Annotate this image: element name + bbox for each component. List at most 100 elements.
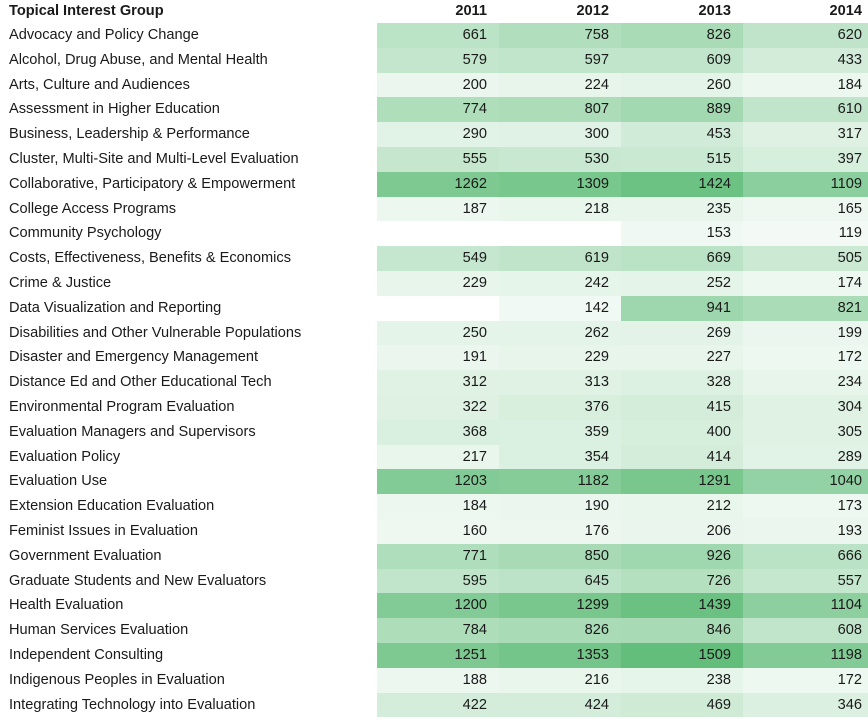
heat-cell[interactable]: 433 bbox=[743, 47, 868, 73]
heat-cell[interactable]: 218 bbox=[499, 196, 621, 222]
heat-cell[interactable]: 160 bbox=[377, 518, 499, 544]
row-label[interactable]: Collaborative, Participatory & Empowerme… bbox=[9, 175, 296, 192]
heat-cell[interactable]: 422 bbox=[377, 692, 499, 718]
heat-cell[interactable] bbox=[377, 296, 499, 321]
heat-cell[interactable]: 758 bbox=[499, 23, 621, 48]
heat-cell[interactable]: 174 bbox=[743, 270, 868, 296]
row-label[interactable]: Government Evaluation bbox=[9, 547, 162, 564]
row-label[interactable]: Evaluation Policy bbox=[9, 448, 121, 465]
heat-cell[interactable]: 889 bbox=[621, 97, 743, 123]
heat-cell[interactable]: 846 bbox=[621, 618, 743, 643]
heat-cell[interactable]: 359 bbox=[499, 419, 621, 445]
heat-cell[interactable]: 1040 bbox=[743, 469, 868, 495]
heat-cell[interactable]: 199 bbox=[743, 320, 868, 346]
row-label[interactable]: Extension Education Evaluation bbox=[9, 498, 215, 515]
heat-cell[interactable]: 317 bbox=[743, 122, 868, 147]
heat-cell[interactable]: 300 bbox=[499, 122, 621, 147]
heat-cell[interactable]: 1200 bbox=[377, 593, 499, 619]
heat-cell[interactable]: 1299 bbox=[499, 593, 621, 619]
heat-cell[interactable]: 784 bbox=[377, 618, 499, 643]
heat-cell[interactable]: 579 bbox=[377, 47, 499, 73]
heat-cell[interactable]: 368 bbox=[377, 419, 499, 445]
heat-cell[interactable]: 1251 bbox=[377, 642, 499, 668]
heat-cell[interactable]: 190 bbox=[499, 494, 621, 519]
heat-cell[interactable]: 1104 bbox=[743, 593, 868, 619]
heat-cell[interactable]: 322 bbox=[377, 394, 499, 420]
heat-cell[interactable]: 184 bbox=[743, 72, 868, 98]
heat-cell[interactable]: 400 bbox=[621, 419, 743, 445]
heat-cell[interactable]: 1509 bbox=[621, 642, 743, 668]
heat-cell[interactable]: 619 bbox=[499, 246, 621, 271]
heat-cell[interactable]: 187 bbox=[377, 196, 499, 222]
row-label[interactable]: Community Psychology bbox=[9, 225, 162, 242]
heat-cell[interactable]: 1203 bbox=[377, 469, 499, 495]
heat-cell[interactable]: 212 bbox=[621, 494, 743, 519]
heat-cell[interactable]: 176 bbox=[499, 518, 621, 544]
row-label[interactable]: Alcohol, Drug Abuse, and Mental Health bbox=[9, 51, 268, 68]
heat-cell[interactable]: 1109 bbox=[743, 171, 868, 197]
row-label[interactable]: Advocacy and Policy Change bbox=[9, 27, 199, 43]
column-header-group[interactable]: Topical Interest Group bbox=[9, 3, 164, 19]
heat-cell[interactable]: 290 bbox=[377, 122, 499, 147]
heat-cell[interactable]: 726 bbox=[621, 568, 743, 594]
row-label[interactable]: Evaluation Use bbox=[9, 473, 108, 490]
heat-cell[interactable]: 188 bbox=[377, 667, 499, 693]
heat-cell[interactable]: 850 bbox=[499, 543, 621, 569]
heat-cell[interactable]: 397 bbox=[743, 146, 868, 172]
row-label[interactable]: Business, Leadership & Performance bbox=[9, 126, 250, 143]
heat-cell[interactable] bbox=[499, 221, 621, 246]
heat-cell[interactable]: 346 bbox=[743, 692, 868, 718]
row-label[interactable]: Indigenous Peoples in Evaluation bbox=[9, 671, 225, 688]
heat-cell[interactable]: 184 bbox=[377, 494, 499, 519]
heat-cell[interactable]: 515 bbox=[621, 146, 743, 172]
heat-cell[interactable]: 234 bbox=[743, 370, 868, 395]
heat-cell[interactable]: 453 bbox=[621, 122, 743, 147]
column-header-year[interactable]: 2013 bbox=[698, 3, 731, 19]
row-label[interactable]: Distance Ed and Other Educational Tech bbox=[9, 374, 272, 391]
heat-cell[interactable]: 1353 bbox=[499, 642, 621, 668]
heat-cell[interactable]: 414 bbox=[621, 444, 743, 470]
heat-cell[interactable]: 597 bbox=[499, 47, 621, 73]
heat-cell[interactable]: 153 bbox=[621, 221, 743, 247]
column-header-year[interactable]: 2014 bbox=[829, 3, 862, 19]
heat-cell[interactable]: 645 bbox=[499, 568, 621, 594]
heat-cell[interactable]: 1262 bbox=[377, 171, 499, 197]
row-label[interactable]: College Access Programs bbox=[9, 200, 177, 217]
heat-cell[interactable]: 191 bbox=[377, 345, 499, 371]
row-label[interactable]: Disabilities and Other Vulnerable Popula… bbox=[9, 324, 302, 341]
row-label[interactable]: Arts, Culture and Audiences bbox=[9, 76, 190, 93]
row-label[interactable]: Environmental Program Evaluation bbox=[9, 398, 235, 415]
row-label[interactable]: Graduate Students and New Evaluators bbox=[9, 572, 267, 589]
heat-cell[interactable]: 469 bbox=[621, 692, 743, 718]
heat-cell[interactable]: 200 bbox=[377, 72, 499, 98]
heat-cell[interactable]: 224 bbox=[499, 72, 621, 98]
heat-cell[interactable]: 269 bbox=[621, 320, 743, 346]
heat-cell[interactable]: 821 bbox=[743, 295, 868, 321]
heat-cell[interactable]: 415 bbox=[621, 394, 743, 420]
heat-cell[interactable]: 193 bbox=[743, 518, 868, 544]
heat-cell[interactable]: 305 bbox=[743, 419, 868, 445]
row-label[interactable]: Cluster, Multi-Site and Multi-Level Eval… bbox=[9, 150, 299, 167]
heat-cell[interactable]: 1424 bbox=[621, 171, 743, 197]
heat-cell[interactable]: 304 bbox=[743, 394, 868, 420]
heat-cell[interactable]: 216 bbox=[499, 667, 621, 693]
heat-cell[interactable]: 354 bbox=[499, 444, 621, 470]
heat-cell[interactable]: 238 bbox=[621, 667, 743, 693]
heat-cell[interactable]: 669 bbox=[621, 246, 743, 271]
heat-cell[interactable]: 1439 bbox=[621, 593, 743, 619]
heat-cell[interactable]: 505 bbox=[743, 246, 868, 271]
heat-cell[interactable]: 217 bbox=[377, 444, 499, 470]
heat-cell[interactable]: 530 bbox=[499, 146, 621, 172]
heat-cell[interactable]: 142 bbox=[499, 295, 621, 321]
heat-cell[interactable]: 549 bbox=[377, 246, 499, 271]
heat-cell[interactable]: 313 bbox=[499, 370, 621, 395]
heat-cell[interactable]: 376 bbox=[499, 394, 621, 420]
heat-cell[interactable]: 609 bbox=[621, 47, 743, 73]
heat-cell[interactable]: 172 bbox=[743, 667, 868, 693]
heat-cell[interactable]: 227 bbox=[621, 345, 743, 371]
row-label[interactable]: Assessment in Higher Education bbox=[9, 101, 220, 118]
row-label[interactable]: Independent Consulting bbox=[9, 646, 164, 663]
row-label[interactable]: Human Services Evaluation bbox=[9, 622, 189, 639]
heat-cell[interactable]: 328 bbox=[621, 370, 743, 395]
row-label[interactable]: Feminist Issues in Evaluation bbox=[9, 522, 198, 539]
